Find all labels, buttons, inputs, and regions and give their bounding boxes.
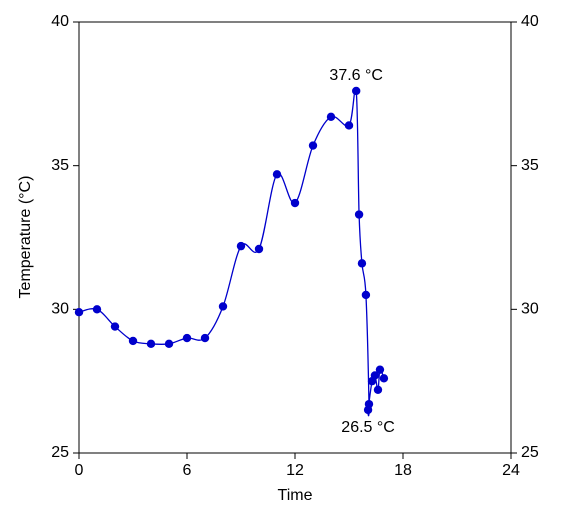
- y2-tick-label: 35: [521, 157, 539, 174]
- data-point: [236, 241, 246, 251]
- y-tick-label: 35: [51, 157, 69, 174]
- x-tick-label: 18: [394, 462, 412, 479]
- data-point: [110, 322, 120, 331]
- data-point: [379, 374, 389, 383]
- data-point: [92, 305, 102, 314]
- data-point: [344, 121, 354, 130]
- data-point: [326, 112, 336, 122]
- y2-tick-label: 40: [521, 13, 539, 30]
- y-tick-label: 30: [51, 301, 69, 318]
- data-point: [308, 141, 318, 150]
- y-tick-label: 40: [51, 13, 69, 30]
- x-tick-label: 6: [183, 462, 192, 479]
- data-point: [272, 170, 282, 179]
- data-point: [373, 385, 383, 394]
- x-tick-label: 24: [502, 462, 520, 479]
- x-tick-label: 0: [75, 462, 84, 479]
- data-point: [164, 339, 174, 349]
- data-point: [146, 339, 156, 349]
- value-label: 26.5 °C: [341, 419, 395, 436]
- y-axis-label: Temperature (°C): [17, 176, 34, 299]
- data-point: [375, 365, 385, 374]
- y-tick-label: 25: [51, 444, 69, 461]
- data-point: [254, 244, 264, 254]
- data-point: [357, 259, 367, 268]
- data-line: [78, 87, 385, 417]
- y2-tick-label: 30: [521, 301, 539, 318]
- value-label: 37.6 °C: [329, 67, 383, 84]
- data-point: [182, 333, 192, 343]
- data-point: [370, 371, 380, 380]
- plot-frame: [78, 21, 512, 454]
- data-point: [363, 405, 373, 415]
- x-tick-label: 12: [286, 462, 304, 479]
- x-axis-label: Time: [278, 487, 313, 504]
- data-point: [200, 333, 210, 343]
- data-point: [352, 86, 361, 96]
- data-point: [128, 336, 138, 346]
- data-point: [290, 198, 300, 208]
- data-point: [74, 308, 84, 317]
- data-point: [354, 210, 364, 219]
- y2-tick-label: 25: [521, 444, 539, 461]
- data-point: [218, 302, 228, 311]
- data-point: [361, 290, 371, 300]
